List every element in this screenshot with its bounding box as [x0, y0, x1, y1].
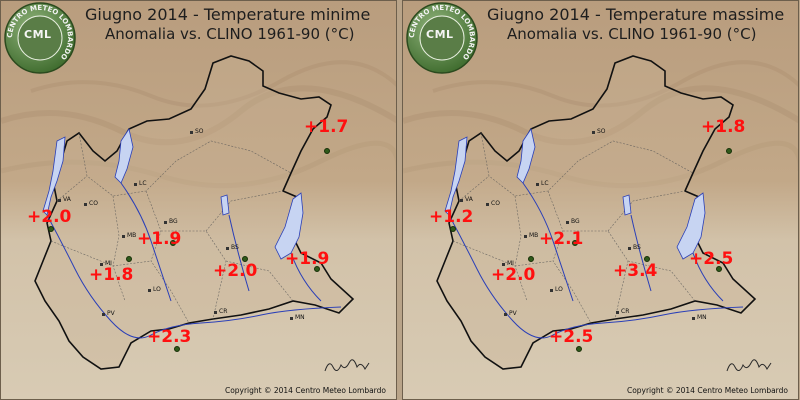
- lombardy-map: [403, 1, 798, 399]
- city-marker: [460, 199, 463, 202]
- anomaly-label: +2.1: [539, 229, 584, 249]
- lake-maggiore: [444, 136, 468, 216]
- city-marker: [148, 289, 151, 292]
- city-marker: [628, 247, 631, 250]
- lake-iseo: [622, 194, 632, 216]
- city-marker: [214, 311, 217, 314]
- author-signature: [725, 357, 773, 378]
- city-marker: [58, 199, 61, 202]
- station-marker: [170, 240, 176, 246]
- anomaly-label: +1.9: [285, 249, 330, 269]
- city-label-so: SO: [195, 128, 204, 135]
- anomaly-label: +2.3: [147, 327, 192, 347]
- city-label-pv: PV: [107, 310, 115, 317]
- copyright-notice: Copyright © 2014 Centro Meteo Lombardo: [626, 386, 788, 395]
- author-signature: [323, 357, 371, 378]
- anomaly-label: +1.9: [137, 229, 182, 249]
- city-marker: [550, 289, 553, 292]
- lake-iseo: [220, 194, 230, 216]
- city-marker: [692, 317, 695, 320]
- station-marker: [644, 256, 650, 262]
- anomaly-label: +1.8: [701, 117, 746, 137]
- lake-maggiore: [42, 136, 66, 216]
- station-marker: [126, 256, 132, 262]
- map-subtitle: Anomalia vs. CLINO 1961-90 (°C): [507, 25, 757, 43]
- anomaly-label: +2.5: [549, 327, 594, 347]
- city-marker: [502, 263, 505, 266]
- city-label-mb: MB: [127, 232, 137, 239]
- city-label-bs: BS: [231, 244, 239, 251]
- station-marker: [572, 240, 578, 246]
- city-marker: [536, 183, 539, 186]
- city-marker: [100, 263, 103, 266]
- city-label-lc: LC: [541, 180, 549, 187]
- city-label-mb: MB: [529, 232, 539, 239]
- copyright-notice: Copyright © 2014 Centro Meteo Lombardo: [224, 386, 386, 395]
- city-marker: [524, 235, 527, 238]
- station-marker: [48, 226, 54, 232]
- city-marker: [486, 203, 489, 206]
- anomaly-label: +2.0: [491, 265, 536, 285]
- city-marker: [134, 183, 137, 186]
- city-label-lo: LO: [153, 286, 161, 293]
- anomaly-label: +1.2: [429, 207, 474, 227]
- station-marker: [242, 256, 248, 262]
- city-label-cr: CR: [621, 308, 630, 315]
- city-label-co: CO: [89, 200, 98, 207]
- city-marker: [616, 311, 619, 314]
- lake-como: [114, 127, 134, 184]
- city-marker: [226, 247, 229, 250]
- city-label-co: CO: [491, 200, 500, 207]
- city-marker: [84, 203, 87, 206]
- city-label-cr: CR: [219, 308, 228, 315]
- map-panel-massime: SO VA CO LC BG MB BS MI LO PV CR MN +1.8 +1.2 +2.1 +2.0…: [402, 0, 799, 400]
- anomaly-label: +2.5: [689, 249, 734, 269]
- city-marker: [164, 221, 167, 224]
- city-label-va: VA: [465, 196, 473, 203]
- city-marker: [504, 313, 507, 316]
- city-marker: [566, 221, 569, 224]
- anomaly-label: +3.4: [613, 261, 658, 281]
- cml-logo: CENTRO METEO LOMBARDO CML: [3, 1, 77, 75]
- anomaly-label: +1.7: [304, 117, 349, 137]
- logo-text: CML: [426, 28, 454, 41]
- station-marker: [450, 226, 456, 232]
- city-label-so: SO: [597, 128, 606, 135]
- map-panel-minime: SO VA CO LC BG MB BS MI LO PV CR MN +1.7 +2.0 +1.9 +1.8…: [0, 0, 397, 400]
- map-title: Giugno 2014 - Temperature minime: [85, 5, 371, 24]
- city-marker: [290, 317, 293, 320]
- city-marker: [190, 131, 193, 134]
- map-subtitle: Anomalia vs. CLINO 1961-90 (°C): [105, 25, 355, 43]
- anomaly-label: +2.0: [213, 261, 258, 281]
- lombardy-map: [1, 1, 396, 399]
- station-marker: [716, 266, 722, 272]
- cml-logo: CENTRO METEO LOMBARDO CML: [405, 1, 479, 75]
- station-marker: [528, 256, 534, 262]
- anomaly-label: +1.8: [89, 265, 134, 285]
- city-label-va: VA: [63, 196, 71, 203]
- station-marker: [174, 346, 180, 352]
- city-label-pv: PV: [509, 310, 517, 317]
- station-marker: [726, 148, 732, 154]
- city-marker: [122, 235, 125, 238]
- anomaly-label: +2.0: [27, 207, 72, 227]
- station-marker: [324, 148, 330, 154]
- city-label-mn: MN: [295, 314, 305, 321]
- city-label-lo: LO: [555, 286, 563, 293]
- city-label-mi: MI: [507, 260, 514, 267]
- station-marker: [314, 266, 320, 272]
- logo-text: CML: [24, 28, 52, 41]
- city-label-bg: BG: [169, 218, 178, 225]
- lake-como: [516, 127, 536, 184]
- city-label-lc: LC: [139, 180, 147, 187]
- city-marker: [102, 313, 105, 316]
- city-label-bs: BS: [633, 244, 641, 251]
- city-marker: [592, 131, 595, 134]
- station-marker: [576, 346, 582, 352]
- city-label-mi: MI: [105, 260, 112, 267]
- map-title: Giugno 2014 - Temperature massime: [487, 5, 785, 24]
- city-label-bg: BG: [571, 218, 580, 225]
- city-label-mn: MN: [697, 314, 707, 321]
